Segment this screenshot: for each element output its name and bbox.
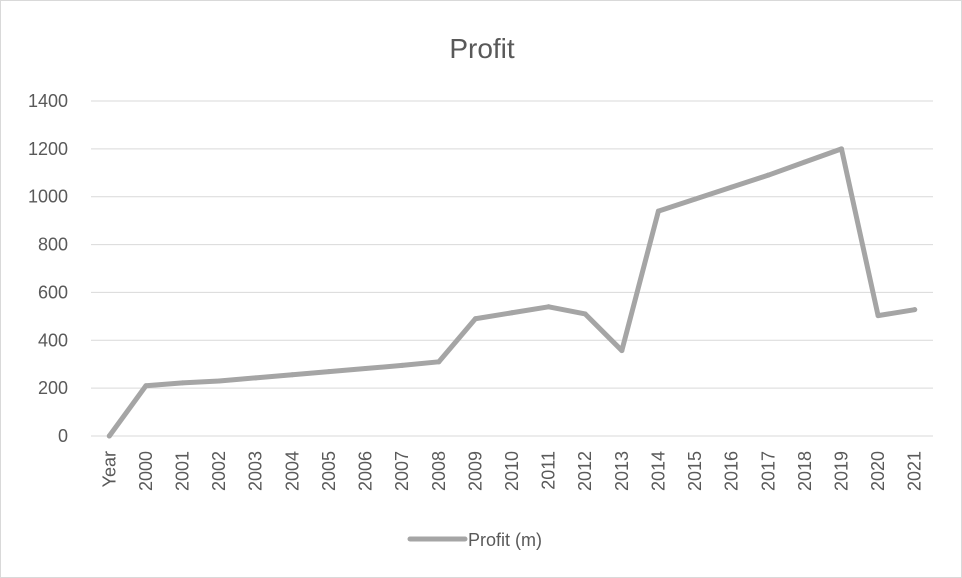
data-point — [326, 369, 332, 375]
x-tick-label: 2013 — [612, 451, 632, 491]
y-tick-label: 400 — [38, 330, 68, 350]
x-tick-label: 2015 — [685, 451, 705, 491]
legend: Profit (m) — [407, 530, 542, 550]
x-tick-label: 2008 — [429, 451, 449, 491]
y-tick-label: 200 — [38, 378, 68, 398]
data-point — [765, 172, 771, 178]
y-tick-label: 0 — [58, 426, 68, 446]
data-point — [875, 313, 881, 319]
y-axis-ticks: 0 200 400 600 800 1000 1200 1400 — [28, 91, 68, 446]
x-tick-label: 2018 — [795, 451, 815, 491]
x-tick-label: 2004 — [282, 451, 302, 491]
legend-label: Profit (m) — [468, 530, 542, 550]
x-tick-label: 2006 — [356, 451, 376, 491]
series-layer — [106, 146, 918, 439]
x-tick-label: 2009 — [465, 451, 485, 491]
data-point — [180, 380, 186, 386]
x-tick-label: 2010 — [502, 451, 522, 491]
y-tick-label: 600 — [38, 282, 68, 302]
data-point — [802, 159, 808, 165]
data-point — [472, 316, 478, 322]
data-point — [253, 375, 259, 381]
x-tick-label: 2017 — [758, 451, 778, 491]
y-tick-label: 1400 — [28, 91, 68, 111]
x-tick-label: 2011 — [539, 451, 559, 490]
x-tick-label: 2003 — [246, 451, 266, 491]
data-point — [655, 208, 661, 214]
chart-title: Profit — [449, 33, 515, 64]
data-point — [619, 348, 625, 354]
y-tick-label: 1200 — [28, 139, 68, 159]
gridlines — [91, 100, 933, 437]
x-tick-label: 2021 — [905, 451, 925, 491]
x-axis-ticks: Year 2000 2001 2002 2003 2004 2005 2006 2007 2008… — [99, 451, 924, 491]
x-tick-label: 2005 — [319, 451, 339, 491]
data-point — [216, 378, 222, 384]
x-tick-label: Year — [99, 451, 119, 487]
x-tick-label: 2020 — [868, 451, 888, 491]
x-tick-label: 2007 — [392, 451, 412, 491]
data-point — [399, 362, 405, 368]
data-point — [289, 372, 295, 378]
y-tick-label: 1000 — [28, 187, 68, 207]
data-point — [546, 304, 552, 310]
data-point — [912, 307, 918, 313]
data-point — [729, 184, 735, 190]
data-point — [838, 146, 844, 152]
data-point — [436, 359, 442, 365]
x-tick-label: 2002 — [209, 451, 229, 491]
data-point — [509, 310, 515, 316]
data-point — [582, 311, 588, 317]
x-tick-label: 2016 — [722, 451, 742, 491]
x-tick-label: 2019 — [831, 451, 851, 491]
data-point — [143, 383, 149, 389]
x-tick-label: 2000 — [136, 451, 156, 491]
x-tick-label: 2012 — [575, 451, 595, 491]
y-tick-label: 800 — [38, 235, 68, 255]
data-point — [106, 433, 112, 439]
data-point — [363, 366, 369, 372]
data-point — [692, 196, 698, 202]
x-tick-label: 2014 — [648, 451, 668, 491]
x-tick-label: 2001 — [173, 451, 193, 491]
